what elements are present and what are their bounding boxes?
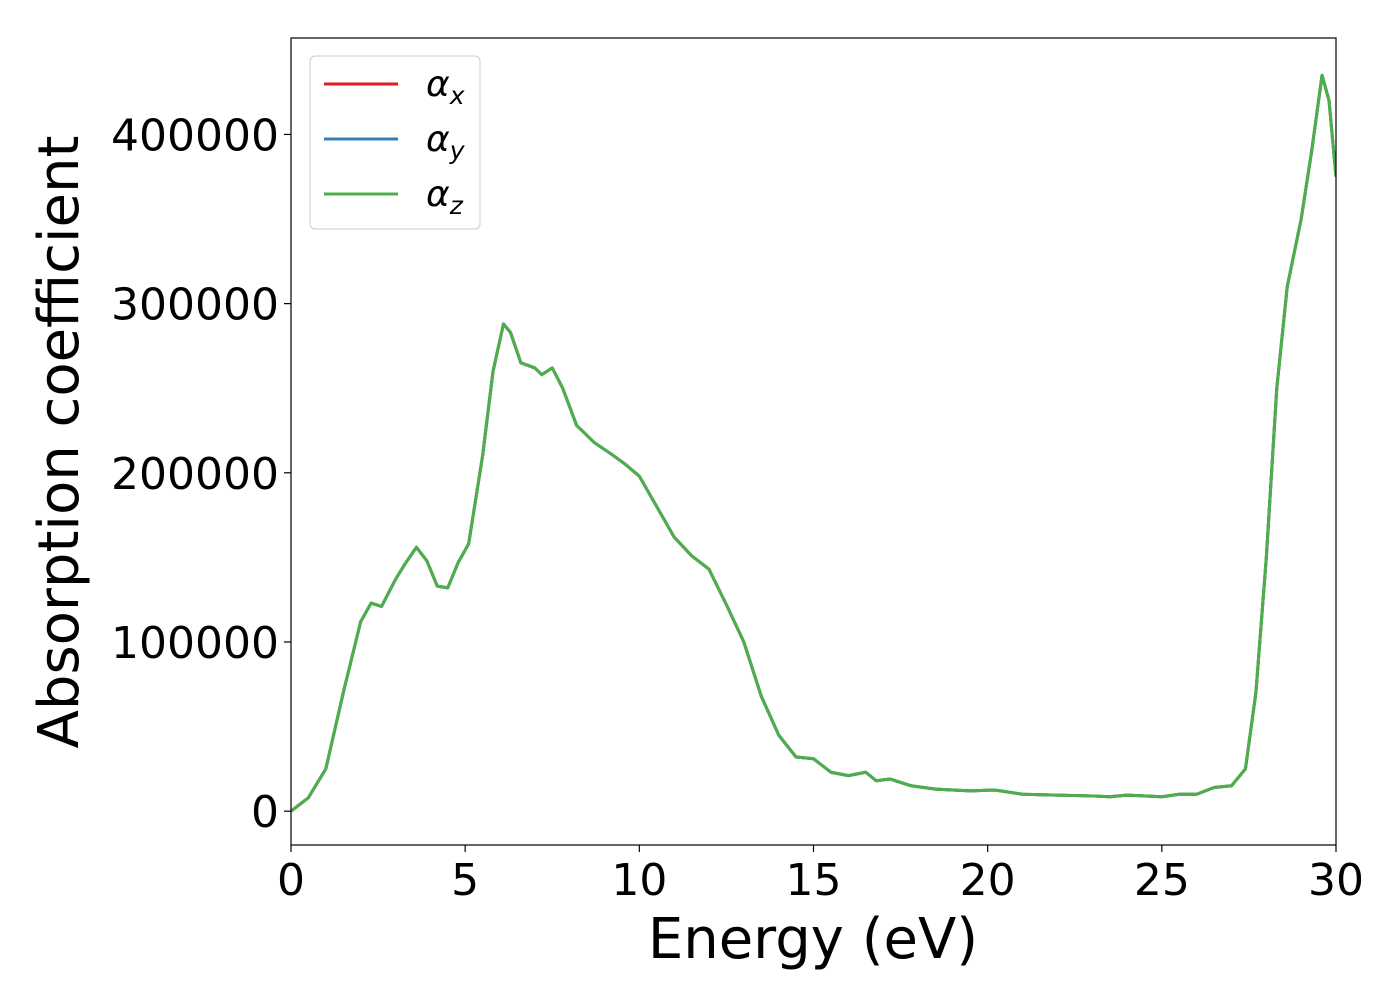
y-tick-label: 100000 <box>111 618 279 669</box>
x-tick-label: 20 <box>960 855 1016 906</box>
legend-label: αx <box>426 64 465 110</box>
x-tick-label: 15 <box>786 855 842 906</box>
legend-label: αy <box>426 119 466 165</box>
y-tick-label: 300000 <box>111 280 279 331</box>
legend-box <box>309 55 481 230</box>
x-tick-label: 5 <box>451 855 479 906</box>
x-tick-label: 30 <box>1308 855 1364 906</box>
y-tick-label: 400000 <box>111 110 279 161</box>
y-tick-label: 200000 <box>111 449 279 500</box>
x-tick-label: 10 <box>611 855 667 906</box>
x-tick-label: 25 <box>1134 855 1190 906</box>
plot-frame <box>290 37 1337 846</box>
legend-label: αz <box>426 174 464 220</box>
y-tick-label: 0 <box>251 787 279 838</box>
x-axis-label: Energy (eV) <box>648 907 978 972</box>
data-line <box>291 73 1336 813</box>
y-axis-label: Absorption coefficient <box>27 136 92 749</box>
x-tick-label: 0 <box>277 855 305 906</box>
